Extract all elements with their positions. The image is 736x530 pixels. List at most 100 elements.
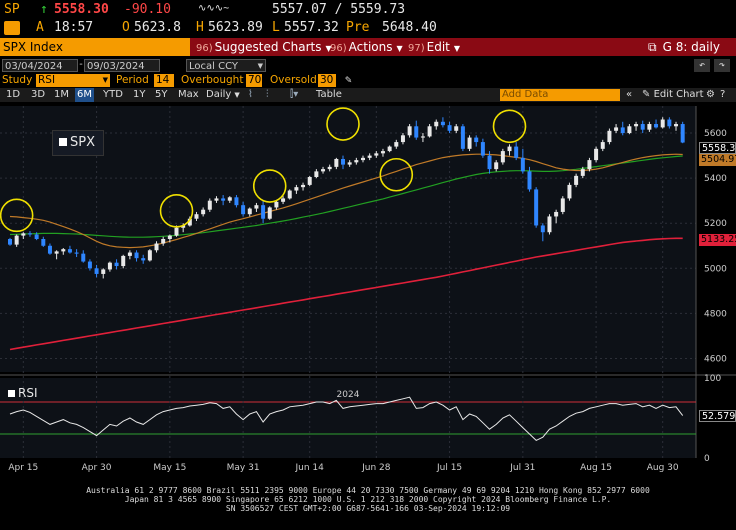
candle-body [314,171,319,178]
period-max[interactable]: Max [178,89,199,100]
start-date-field[interactable]: 03/04/2024 [2,59,78,72]
sparkline-icon: ∿∿∿~ [198,3,230,14]
candle-body [101,269,106,274]
suggested-charts-number: 96) [196,43,213,54]
quote-row-1: SP ↑ 5558.30 -90.10 ∿∿∿~ 5557.07 / 5559.… [0,2,736,20]
candle-chart-icon[interactable]: ⫶ [266,89,269,100]
x-tick-label: Jul 31 [509,463,535,473]
suggested-charts-button[interactable]: 96) Suggested Charts ▼ [196,38,332,56]
period-1d[interactable]: 1D [6,89,21,100]
frequency-select[interactable]: Daily ▼ [206,88,240,102]
period-1m[interactable]: 1M [54,89,69,100]
pre-label: Pre [346,20,370,35]
candle-body [201,209,206,215]
table-button[interactable]: Table [316,89,342,100]
rsi-legend[interactable]: RSI [8,386,38,400]
candle-body [600,142,605,149]
candle-body [560,198,565,212]
candle-body [547,216,552,233]
chevron-down-icon: ▼ [396,44,403,53]
help-icon[interactable]: ? [720,89,726,100]
candle-body [301,184,306,188]
suggested-charts-label: Suggested Charts [214,40,322,54]
candle-body [467,137,472,149]
price-tick-label: 5200 [704,219,727,229]
oversold-field[interactable]: 30 [318,74,336,87]
candle-body [500,151,505,163]
net-change: -90.10 [124,2,171,17]
edit-button[interactable]: 97) Edit ▼ [408,38,460,56]
ma-short-line [9,153,683,249]
candle-body [194,214,199,219]
overbought-field[interactable]: 70 [246,74,262,87]
end-date-field[interactable]: 09/03/2024 [84,59,160,72]
actions-label: Actions [348,40,393,54]
candle-body [660,119,665,128]
line-chart-icon[interactable]: ⌇ [248,89,253,100]
candle-body [107,262,112,270]
candle-body [174,227,179,236]
settings-icon[interactable]: ⚙ [706,89,715,100]
chevron-down-icon: ▼ [102,76,108,84]
spx-legend[interactable]: SPX [52,130,104,156]
price-chart[interactable]: 460048005000520054005600050100Apr 15Apr … [0,103,736,530]
candle-body [27,233,32,235]
candle-body [127,252,132,256]
candle-body [427,126,432,137]
edit-number: 97) [408,43,425,54]
candle-body [47,245,52,254]
candle-body [647,124,652,130]
candle-body [267,207,272,219]
candle-body [580,169,585,176]
high-value: 5623.89 [208,20,263,35]
candle-body [354,160,359,163]
pencil-icon[interactable]: ✎ [345,73,352,86]
candle-body [134,252,139,259]
candle-body [460,126,465,149]
rsi-value-tag: 52.579 [699,410,736,422]
chevron-down-icon: ▼ [257,62,263,70]
candle-body [414,126,419,138]
last-price: 5558.30 [54,2,109,17]
candle-body [594,148,599,161]
period-3d[interactable]: 3D [31,89,46,100]
candle-body [87,261,92,269]
candle-body [81,253,86,262]
security-field[interactable]: SPX Index [0,38,190,56]
low-label: L [272,20,280,35]
candle-body [8,239,12,245]
candle-body [281,198,286,202]
add-data-input[interactable]: Add Data [500,89,620,101]
x-tick-label: Jun 28 [361,463,391,473]
collapse-icon[interactable]: « [626,89,633,100]
study-label: Study [2,74,33,86]
candle-body [574,175,579,185]
candle-body [540,225,545,233]
ma-long-tag: 5133.25 [699,234,736,246]
bar-style-icon[interactable]: ⫿▾ [290,89,299,100]
chevron-down-icon: ▼ [325,44,332,53]
edit-chart-button[interactable]: ✎ Edit Chart [642,88,704,102]
redo-button[interactable]: ↷ [714,59,730,72]
candle-body [167,235,172,239]
graph-window-label[interactable]: ⧉ G 8: daily [648,38,720,56]
period-6m[interactable]: 6M [75,88,94,102]
footer-line-3: SN 3506527 CEST GMT+2:00 G687-5641-166 0… [225,504,511,513]
currency-select[interactable]: Local CCY ▼ [186,59,266,72]
period-1y[interactable]: 1Y [133,89,146,100]
period-ytd[interactable]: YTD [103,89,123,100]
candle-body [121,255,126,267]
candle-body [67,249,72,253]
study-select[interactable]: RSI ▼ [36,74,110,87]
period-5y[interactable]: 5Y [155,89,168,100]
candle-body [307,177,312,185]
candle-body [674,124,679,127]
candle-body [567,184,572,199]
candle-body [207,200,212,210]
actions-button[interactable]: 96) Actions ▼ [330,38,403,56]
chevron-down-icon: ▼ [453,44,461,53]
undo-button[interactable]: ↶ [694,59,710,72]
high-label: H [196,20,204,35]
rsi-panel-bg [0,378,696,458]
period-field[interactable]: 14 [154,74,174,87]
